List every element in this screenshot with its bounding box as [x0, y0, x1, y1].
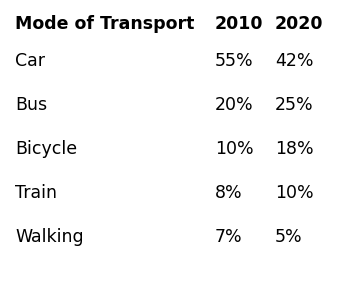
Text: Bus: Bus: [15, 96, 47, 114]
Text: 10%: 10%: [275, 184, 313, 202]
Text: 2010: 2010: [215, 15, 263, 33]
Text: 5%: 5%: [275, 228, 302, 246]
Text: Walking: Walking: [15, 228, 84, 246]
Text: Bicycle: Bicycle: [15, 140, 77, 158]
Text: Car: Car: [15, 52, 45, 70]
Text: 7%: 7%: [215, 228, 242, 246]
Text: Mode of Transport: Mode of Transport: [15, 15, 195, 33]
Text: Train: Train: [15, 184, 57, 202]
Text: 2020: 2020: [275, 15, 323, 33]
Text: 55%: 55%: [215, 52, 253, 70]
Text: 8%: 8%: [215, 184, 242, 202]
Text: 18%: 18%: [275, 140, 313, 158]
Text: 42%: 42%: [275, 52, 313, 70]
Text: 10%: 10%: [215, 140, 253, 158]
Text: 20%: 20%: [215, 96, 253, 114]
Text: 25%: 25%: [275, 96, 313, 114]
